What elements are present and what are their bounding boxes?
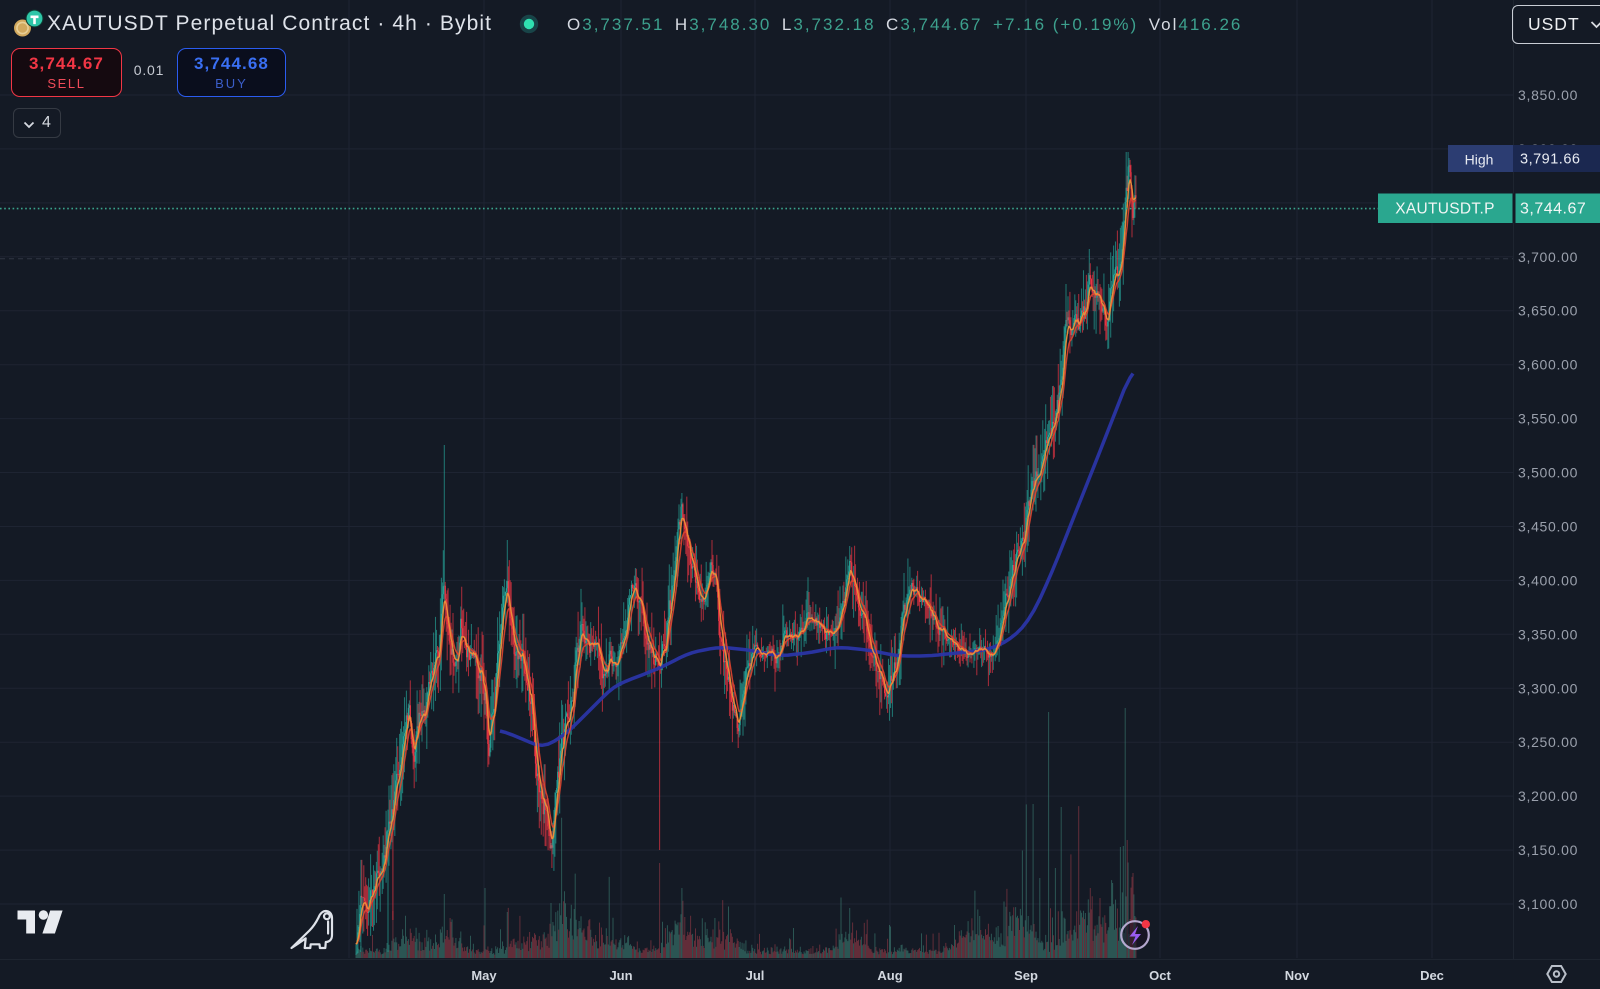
svg-text:Sep: Sep	[1014, 968, 1038, 983]
svg-text:High: High	[1465, 152, 1494, 168]
svg-text:3,450.00: 3,450.00	[1518, 519, 1578, 535]
svg-text:Aug: Aug	[877, 968, 902, 983]
svg-text:3,350.00: 3,350.00	[1518, 626, 1578, 642]
svg-text:Jun: Jun	[609, 968, 632, 983]
svg-text:May: May	[471, 968, 497, 983]
svg-text:3,150.00: 3,150.00	[1518, 842, 1578, 858]
svg-text:3,100.00: 3,100.00	[1518, 896, 1578, 912]
svg-text:3,200.00: 3,200.00	[1518, 788, 1578, 804]
svg-text:3,850.00: 3,850.00	[1518, 87, 1578, 103]
svg-text:3,744.67: 3,744.67	[1520, 200, 1586, 217]
svg-text:Dec: Dec	[1420, 968, 1444, 983]
svg-text:3,550.00: 3,550.00	[1518, 411, 1578, 427]
svg-text:3,400.00: 3,400.00	[1518, 572, 1578, 588]
svg-text:3,650.00: 3,650.00	[1518, 303, 1578, 319]
svg-text:3,600.00: 3,600.00	[1518, 357, 1578, 373]
svg-text:Oct: Oct	[1149, 968, 1171, 983]
svg-text:3,500.00: 3,500.00	[1518, 465, 1578, 481]
svg-text:3,791.66: 3,791.66	[1520, 152, 1580, 168]
svg-text:Nov: Nov	[1285, 968, 1310, 983]
svg-text:XAUTUSDT.P: XAUTUSDT.P	[1395, 200, 1494, 217]
svg-text:Jul: Jul	[746, 968, 765, 983]
svg-text:3,250.00: 3,250.00	[1518, 734, 1578, 750]
svg-text:3,700.00: 3,700.00	[1518, 249, 1578, 265]
svg-text:3,300.00: 3,300.00	[1518, 680, 1578, 696]
